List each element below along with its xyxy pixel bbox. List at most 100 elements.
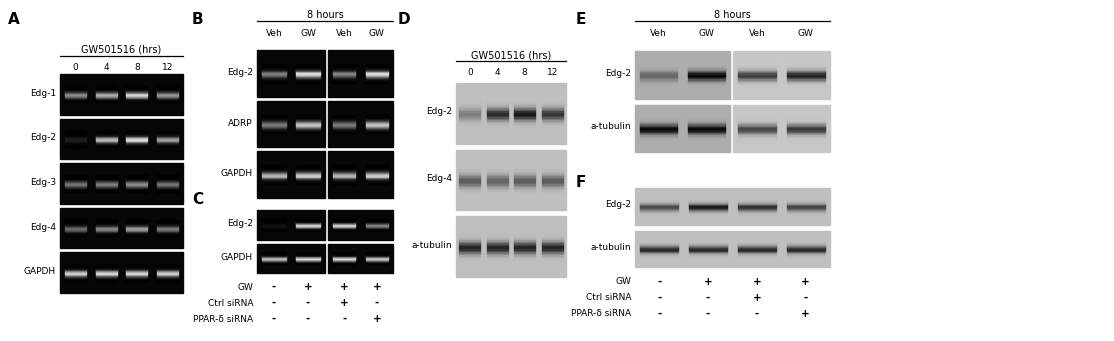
Bar — [786, 250, 824, 251]
Bar — [786, 116, 824, 117]
Text: Veh: Veh — [336, 29, 353, 38]
Bar — [96, 184, 117, 185]
Bar — [786, 207, 824, 208]
Bar — [487, 194, 508, 195]
Bar — [365, 169, 388, 170]
Bar — [157, 231, 178, 232]
Bar — [541, 122, 563, 124]
Bar — [126, 181, 147, 182]
Bar — [296, 181, 320, 182]
Bar — [641, 72, 677, 74]
Bar — [514, 98, 536, 100]
Bar — [641, 75, 677, 76]
Bar — [157, 266, 178, 267]
Bar — [690, 208, 727, 209]
Bar — [641, 242, 678, 243]
Bar — [459, 104, 480, 106]
Bar — [365, 119, 388, 120]
Bar — [65, 228, 86, 229]
Bar — [263, 256, 285, 257]
Bar — [690, 199, 727, 200]
Bar — [333, 76, 355, 77]
Text: -: - — [706, 309, 711, 319]
Bar — [126, 234, 147, 235]
Bar — [641, 128, 677, 130]
Bar — [641, 130, 677, 131]
Bar — [786, 64, 824, 65]
Bar — [687, 64, 725, 65]
Bar — [96, 273, 117, 274]
Bar — [514, 180, 536, 181]
Bar — [157, 92, 178, 93]
Bar — [365, 229, 388, 230]
Bar — [690, 257, 727, 258]
Bar — [459, 180, 480, 181]
Bar — [296, 66, 320, 67]
Bar — [459, 116, 480, 118]
Bar — [96, 233, 117, 234]
Bar — [541, 113, 563, 115]
Bar — [786, 197, 824, 198]
Bar — [786, 137, 824, 138]
Bar — [739, 120, 776, 121]
Bar — [157, 273, 178, 274]
Text: -: - — [803, 293, 808, 303]
Bar — [690, 198, 727, 199]
Text: +: + — [372, 282, 381, 292]
Bar — [157, 96, 178, 97]
Bar — [65, 266, 86, 267]
Bar — [96, 100, 117, 101]
Bar — [690, 210, 727, 211]
Bar — [690, 246, 727, 247]
Bar — [296, 254, 320, 255]
Bar — [687, 137, 725, 138]
Bar — [541, 100, 563, 101]
Bar — [263, 254, 285, 255]
Bar — [737, 200, 775, 201]
Bar — [487, 191, 508, 192]
Bar — [157, 230, 178, 231]
Text: 0: 0 — [467, 68, 472, 77]
Bar — [737, 198, 775, 199]
Bar — [65, 280, 86, 281]
Bar — [541, 166, 563, 168]
Bar — [514, 168, 536, 169]
Text: Edg-4: Edg-4 — [426, 174, 452, 183]
Bar — [786, 133, 824, 134]
Bar — [157, 229, 178, 230]
Bar — [126, 144, 147, 145]
Bar — [65, 89, 86, 90]
Bar — [514, 122, 536, 124]
Bar — [333, 177, 355, 178]
Bar — [514, 113, 536, 115]
Bar — [65, 137, 86, 138]
Bar — [641, 208, 678, 209]
Text: a-tubulin: a-tubulin — [590, 122, 631, 131]
Bar — [541, 248, 563, 250]
Bar — [459, 238, 480, 239]
Bar — [96, 220, 117, 221]
Bar — [459, 119, 480, 121]
Bar — [365, 181, 388, 182]
Bar — [96, 146, 117, 147]
Bar — [157, 227, 178, 228]
Bar — [263, 228, 285, 229]
Bar — [263, 65, 285, 66]
Bar — [263, 125, 285, 126]
Bar — [96, 179, 117, 180]
Bar — [65, 138, 86, 139]
Bar — [365, 72, 388, 73]
Bar — [459, 248, 480, 250]
Text: a-tubulin: a-tubulin — [590, 243, 631, 252]
Bar — [263, 175, 285, 176]
Bar — [737, 247, 775, 248]
Bar — [737, 252, 775, 253]
Bar — [333, 174, 355, 175]
Bar — [541, 107, 563, 109]
Bar — [459, 168, 480, 169]
Bar — [126, 235, 147, 236]
Bar — [514, 184, 536, 186]
Bar — [690, 205, 727, 206]
Bar — [65, 234, 86, 235]
Bar — [459, 236, 480, 238]
